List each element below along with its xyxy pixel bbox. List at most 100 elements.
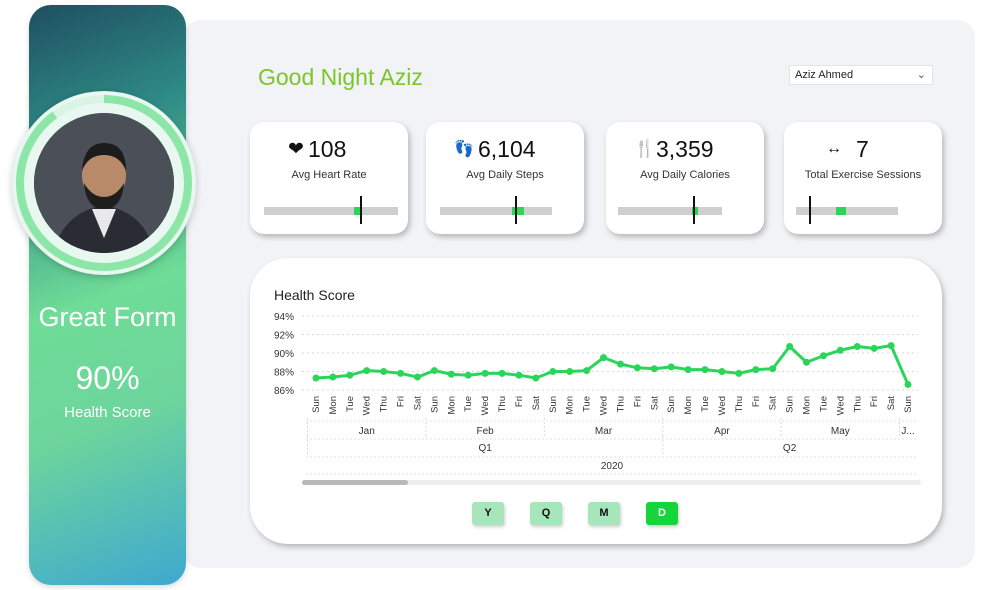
data-point bbox=[566, 368, 574, 375]
kpi-bar-track bbox=[796, 207, 898, 215]
data-point bbox=[904, 380, 912, 388]
x-tick-label: Thu bbox=[497, 396, 508, 412]
chart-scrollbar[interactable] bbox=[302, 480, 921, 485]
x-tick-label: Mon bbox=[802, 396, 813, 414]
data-point bbox=[498, 369, 506, 377]
x-tick-label: Mon bbox=[565, 396, 576, 414]
chevron-down-icon: ⌄ bbox=[916, 69, 926, 81]
x-tick-label: Wed bbox=[835, 396, 846, 415]
x-tick-label: Thu bbox=[615, 396, 626, 412]
data-point bbox=[616, 360, 624, 368]
x-tick-label: Thu bbox=[379, 396, 390, 412]
series-line bbox=[315, 344, 910, 386]
chart-scroll-thumb[interactable] bbox=[302, 480, 408, 485]
kpi-bar-fill bbox=[836, 207, 846, 215]
kpi-target-marker bbox=[809, 196, 811, 224]
x-tick-label: Sat bbox=[649, 396, 660, 411]
x-tick-label: Mon bbox=[328, 396, 339, 414]
y-tick-label: 86% bbox=[274, 386, 294, 397]
x-tick-label: Sat bbox=[531, 396, 542, 411]
chart-title: Health Score bbox=[274, 287, 355, 303]
data-point bbox=[887, 342, 895, 350]
y-tick-label: 92% bbox=[274, 331, 294, 342]
x-tick-label: Sun bbox=[785, 396, 796, 413]
health-score-chart-card bbox=[250, 258, 942, 544]
data-point bbox=[667, 363, 675, 371]
x-tick-label: Tue bbox=[700, 396, 711, 412]
data-point bbox=[481, 369, 489, 377]
data-point bbox=[786, 343, 794, 351]
x-tick-label: Wed bbox=[599, 396, 610, 415]
kpi-card-daily-calories: 🍴 3,359 Avg Daily Calories bbox=[606, 122, 764, 234]
health-score-label: Health Score bbox=[64, 404, 151, 421]
kpi-label: Total Exercise Sessions bbox=[804, 169, 922, 181]
data-point bbox=[447, 370, 455, 378]
kpi-bar-fill bbox=[354, 207, 362, 215]
data-point bbox=[464, 371, 472, 379]
user-select[interactable]: Aziz Ahmed ⌄ bbox=[789, 65, 933, 85]
y-tick-label: 90% bbox=[274, 349, 294, 360]
month-label: Apr bbox=[714, 426, 730, 437]
data-point bbox=[430, 367, 438, 375]
data-point bbox=[769, 365, 777, 373]
kpi-bar-track bbox=[440, 207, 552, 215]
month-label: Jan bbox=[359, 426, 375, 437]
data-point bbox=[380, 368, 388, 375]
data-point bbox=[515, 371, 523, 379]
avatar bbox=[34, 113, 174, 253]
x-tick-label: Sun bbox=[666, 396, 677, 413]
period-button-month[interactable]: M bbox=[588, 502, 620, 525]
kpi-bar-fill bbox=[692, 207, 698, 215]
x-tick-label: Wed bbox=[717, 396, 728, 415]
x-tick-label: Sun bbox=[548, 396, 559, 413]
data-point bbox=[870, 344, 878, 352]
data-point bbox=[329, 373, 337, 381]
data-point bbox=[397, 369, 405, 377]
footsteps-icon: 👣 bbox=[454, 141, 474, 158]
data-point bbox=[312, 374, 320, 382]
kpi-value: 108 bbox=[308, 136, 347, 162]
x-tick-label: Sat bbox=[412, 396, 423, 411]
kpi-card-daily-steps: 👣 6,104 Avg Daily Steps bbox=[426, 122, 584, 234]
data-point bbox=[819, 352, 827, 360]
kpi-bar-track bbox=[618, 207, 722, 215]
kpi-value: 7 bbox=[856, 136, 869, 162]
x-tick-label: Tue bbox=[582, 396, 593, 412]
data-point bbox=[363, 367, 371, 375]
data-point bbox=[853, 343, 861, 351]
dumbbell-icon: ↔ bbox=[826, 140, 842, 157]
x-tick-label: Fri bbox=[632, 396, 643, 407]
data-point bbox=[413, 373, 421, 381]
x-tick-label: Tue bbox=[463, 396, 474, 412]
month-label: May bbox=[831, 426, 850, 437]
data-point bbox=[532, 374, 540, 382]
kpi-card-exercise-sessions: ↔ 7 Total Exercise Sessions bbox=[784, 122, 942, 234]
kpi-bar-track bbox=[264, 207, 398, 215]
data-point bbox=[549, 368, 557, 375]
data-point bbox=[684, 366, 692, 374]
x-tick-label: Fri bbox=[751, 396, 762, 407]
quarter-label: Q2 bbox=[783, 443, 797, 454]
data-point bbox=[836, 346, 844, 354]
period-button-year[interactable]: Y bbox=[472, 502, 504, 525]
period-button-quarter[interactable]: Q bbox=[530, 502, 562, 525]
x-tick-label: Sun bbox=[903, 396, 914, 413]
kpi-label: Avg Daily Steps bbox=[466, 169, 544, 181]
data-point bbox=[650, 365, 658, 373]
data-point bbox=[718, 368, 726, 375]
x-tick-label: Mon bbox=[446, 396, 457, 414]
utensils-icon: 🍴 bbox=[634, 139, 656, 158]
x-tick-label: Sun bbox=[311, 396, 322, 413]
x-tick-label: Tue bbox=[818, 396, 829, 412]
period-button-day[interactable]: D bbox=[646, 502, 678, 525]
y-tick-label: 94% bbox=[274, 312, 294, 323]
y-tick-label: 88% bbox=[274, 368, 294, 379]
kpi-bar-fill bbox=[512, 207, 524, 215]
kpi-target-marker bbox=[693, 196, 695, 224]
x-tick-label: Fri bbox=[396, 396, 407, 407]
x-tick-label: Wed bbox=[362, 396, 373, 415]
data-point bbox=[583, 367, 591, 375]
form-status: Great Form bbox=[38, 302, 177, 332]
data-point bbox=[803, 358, 811, 366]
